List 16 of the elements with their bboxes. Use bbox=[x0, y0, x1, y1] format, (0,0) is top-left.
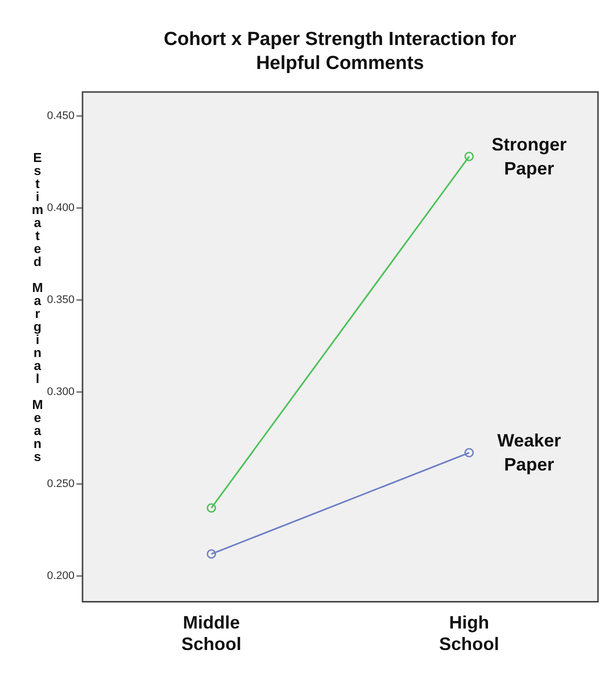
y-tick-label: 0.250 bbox=[46, 478, 75, 490]
series-label: Stronger Paper bbox=[492, 134, 567, 178]
y-tick-label: 0.350 bbox=[46, 294, 75, 306]
point bbox=[464, 448, 474, 458]
y-tick-label: 0.300 bbox=[46, 386, 75, 398]
y-tick-label: 0.450 bbox=[46, 110, 75, 122]
y-axis-title: Estimated Marginal Means bbox=[30, 150, 45, 462]
y-tick-label: 0.200 bbox=[46, 570, 75, 582]
point bbox=[206, 549, 216, 559]
chart-title: Cohort x Paper Strength Interaction for Helpful Comments bbox=[162, 28, 518, 76]
point bbox=[464, 152, 474, 162]
x-tick-label: Middle School bbox=[181, 612, 242, 654]
point bbox=[206, 503, 216, 513]
series-label: Weaker Paper bbox=[497, 430, 561, 475]
x-tick-label: High School bbox=[439, 612, 500, 654]
y-tick-label: 0.400 bbox=[46, 202, 75, 214]
